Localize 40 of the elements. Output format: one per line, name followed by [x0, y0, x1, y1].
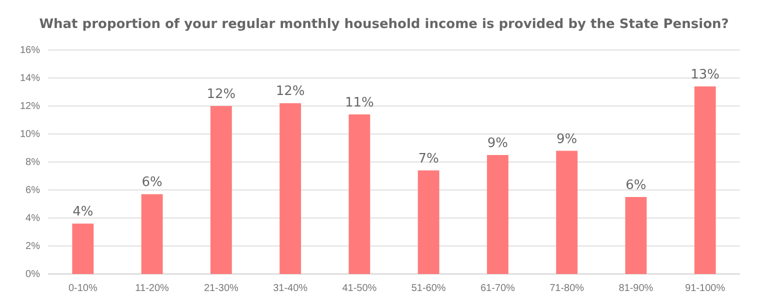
bar [418, 170, 440, 274]
x-tick-label: 21-30% [204, 283, 239, 294]
y-tick-label: 16% [20, 45, 40, 56]
data-label: 6% [142, 175, 162, 190]
bar [486, 155, 508, 274]
x-tick-label: 61-70% [480, 283, 516, 294]
data-label: 9% [487, 136, 508, 151]
data-label: 12% [276, 84, 305, 100]
y-tick-label: 12% [20, 101, 40, 112]
y-tick-label: 0% [26, 269, 40, 280]
bar [210, 106, 232, 274]
y-tick-label: 14% [20, 73, 40, 84]
x-tick-label: 31-40% [273, 283, 308, 294]
x-tick-label: 71-80% [550, 283, 584, 294]
y-tick-label: 6% [26, 185, 40, 196]
chart-title: What proportion of your regular monthly household income is provided by the State Pension? [39, 17, 729, 32]
x-tick-label: 51-60% [411, 283, 446, 294]
x-tick-label: 41-50% [342, 283, 377, 294]
data-label: 12% [206, 87, 236, 102]
y-tick-label: 2% [26, 241, 40, 252]
data-label: 13% [690, 67, 720, 82]
data-label: 11% [344, 95, 374, 110]
data-label: 9% [556, 132, 578, 147]
y-tick-label: 8% [26, 157, 40, 168]
x-tick-label: 81-90% [618, 283, 654, 294]
data-label: 7% [418, 151, 439, 166]
bar [72, 224, 94, 274]
data-label: 6% [626, 178, 646, 193]
bar [625, 197, 647, 274]
data-label: 4% [72, 204, 94, 220]
bar [280, 103, 302, 274]
x-tick-label: 11-20% [135, 283, 170, 294]
bar [141, 194, 163, 274]
x-tick-label: 0-10% [68, 283, 98, 294]
y-tick-label: 4% [26, 213, 40, 224]
bar [694, 86, 716, 274]
x-tick-label: 91-100% [685, 283, 726, 294]
y-tick-label: 10% [20, 129, 40, 140]
bar [556, 150, 578, 274]
bar [348, 114, 370, 274]
